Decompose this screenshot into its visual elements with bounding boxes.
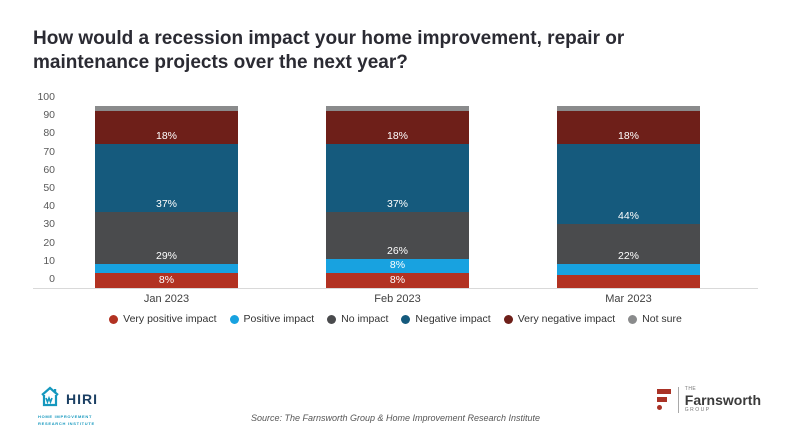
- legend-item-label: Very negative impact: [517, 313, 616, 325]
- bar-segment-label: 8%: [389, 274, 406, 286]
- bar-jan-2023: 8% 29% 37% 18%: [95, 106, 238, 288]
- legend-swatch-icon: [503, 314, 513, 324]
- bar-segment-label: 37%: [386, 197, 408, 210]
- bar-segment-label: 37%: [155, 197, 177, 210]
- bar-segment: 8%: [326, 258, 469, 274]
- y-axis-tick-label: 30: [43, 218, 55, 231]
- bar-segment: 22%: [557, 224, 700, 265]
- y-axis-tick-label: 90: [43, 109, 55, 122]
- legend-item: Positive impact: [229, 313, 315, 325]
- bar-segment: 8%: [95, 273, 238, 288]
- bar-segment: 37%: [326, 144, 469, 212]
- bar-segment-label: 44%: [617, 210, 639, 223]
- legend-item: Not sure: [628, 313, 682, 325]
- bar-segment-label: 8%: [158, 274, 175, 286]
- farnsworth-the-label: THE: [684, 386, 697, 392]
- bar-segment: [557, 275, 700, 288]
- bar-segment-label: 29%: [155, 250, 177, 263]
- legend-swatch-icon: [229, 314, 239, 324]
- y-axis-tick-label: 0: [49, 273, 55, 285]
- legend-item: Negative impact: [401, 313, 491, 325]
- page-title-line-2: maintenance projects over the next year?: [33, 52, 408, 73]
- hiri-wordmark: HIRI: [66, 391, 98, 407]
- source-text: Source: The Farnsworth Group & Home Impr…: [250, 413, 541, 423]
- legend-item: No impact: [327, 313, 388, 325]
- bar-segment-label: 26%: [386, 244, 408, 257]
- bar-segment: 18%: [95, 111, 238, 145]
- bar-segment: [95, 106, 238, 112]
- page-title: How would a recession impact your home i…: [33, 27, 763, 75]
- farnsworth-f-icon: [656, 389, 672, 411]
- legend-swatch-icon: [401, 314, 411, 324]
- legend-item-label: No impact: [341, 313, 389, 325]
- y-axis-tick-label: 100: [37, 91, 55, 103]
- page-title-line-1: How would a recession impact your home i…: [33, 28, 625, 49]
- bar-segment-label: 22%: [617, 250, 639, 263]
- legend-swatch-icon: [628, 314, 638, 324]
- bar-segment-label: 8%: [389, 259, 406, 272]
- bar-segment: [557, 106, 700, 112]
- x-axis-label: Mar 2023: [605, 293, 652, 305]
- y-axis-tick-label: 20: [43, 236, 55, 249]
- bar-segment-label: 18%: [617, 130, 639, 143]
- bar-segment: 29%: [95, 211, 238, 265]
- legend-swatch-icon: [327, 314, 337, 324]
- bar-segment: [95, 264, 238, 274]
- x-axis-line: [33, 288, 758, 289]
- hiri-subtitle-line-2: RESEARCH INSTITUTE: [38, 421, 95, 426]
- hiri-logo: HIRI HOME IMPROVEMENT RESEARCH INSTITUTE: [38, 386, 98, 426]
- bar-segment: [557, 264, 700, 276]
- bar-segment: 44%: [557, 144, 700, 225]
- bar-segment: 18%: [326, 111, 469, 145]
- bar-segment-label: 18%: [386, 130, 408, 143]
- y-axis-tick-label: 70: [43, 145, 55, 158]
- farnsworth-logo: THE Farnsworth GROUP: [656, 386, 761, 413]
- legend-item: Very positive impact: [109, 313, 217, 325]
- farnsworth-divider: [677, 387, 679, 413]
- hiri-subtitle-line-1: HOME IMPROVEMENT: [38, 414, 93, 419]
- x-axis-label: Jan 2023: [143, 293, 190, 305]
- bar-segment: 37%: [95, 144, 238, 212]
- bar-segment: 26%: [326, 211, 469, 259]
- farnsworth-group-label: GROUP: [684, 407, 711, 413]
- y-axis-tick-label: 10: [43, 254, 55, 267]
- chart-legend: Very positive impact Positive impact No im…: [0, 313, 791, 325]
- x-axis-label: Feb 2023: [374, 293, 421, 305]
- y-axis-tick-label: 50: [43, 182, 55, 194]
- farnsworth-name-label: Farnsworth: [684, 392, 761, 408]
- bar-segment: 8%: [326, 273, 469, 288]
- legend-swatch-icon: [109, 314, 119, 324]
- bar-feb-2023: 8% 8% 26% 37% 18%: [326, 106, 469, 288]
- legend-item: Very negative impact: [503, 313, 616, 325]
- y-axis-tick-label: 60: [43, 163, 55, 176]
- legend-item-label: Negative impact: [415, 313, 491, 325]
- bar-segment-label: 18%: [155, 130, 177, 143]
- y-axis-tick-label: 80: [43, 127, 55, 140]
- legend-item-label: Very positive impact: [123, 313, 217, 325]
- y-axis-tick-label: 40: [43, 200, 55, 213]
- legend-item-label: Not sure: [642, 313, 682, 325]
- hiri-house-icon: [38, 386, 62, 412]
- bar-mar-2023: 22% 44% 18%: [557, 106, 700, 288]
- bar-segment: [326, 106, 469, 112]
- legend-item-label: Positive impact: [243, 313, 315, 325]
- bar-segment: 18%: [557, 111, 700, 145]
